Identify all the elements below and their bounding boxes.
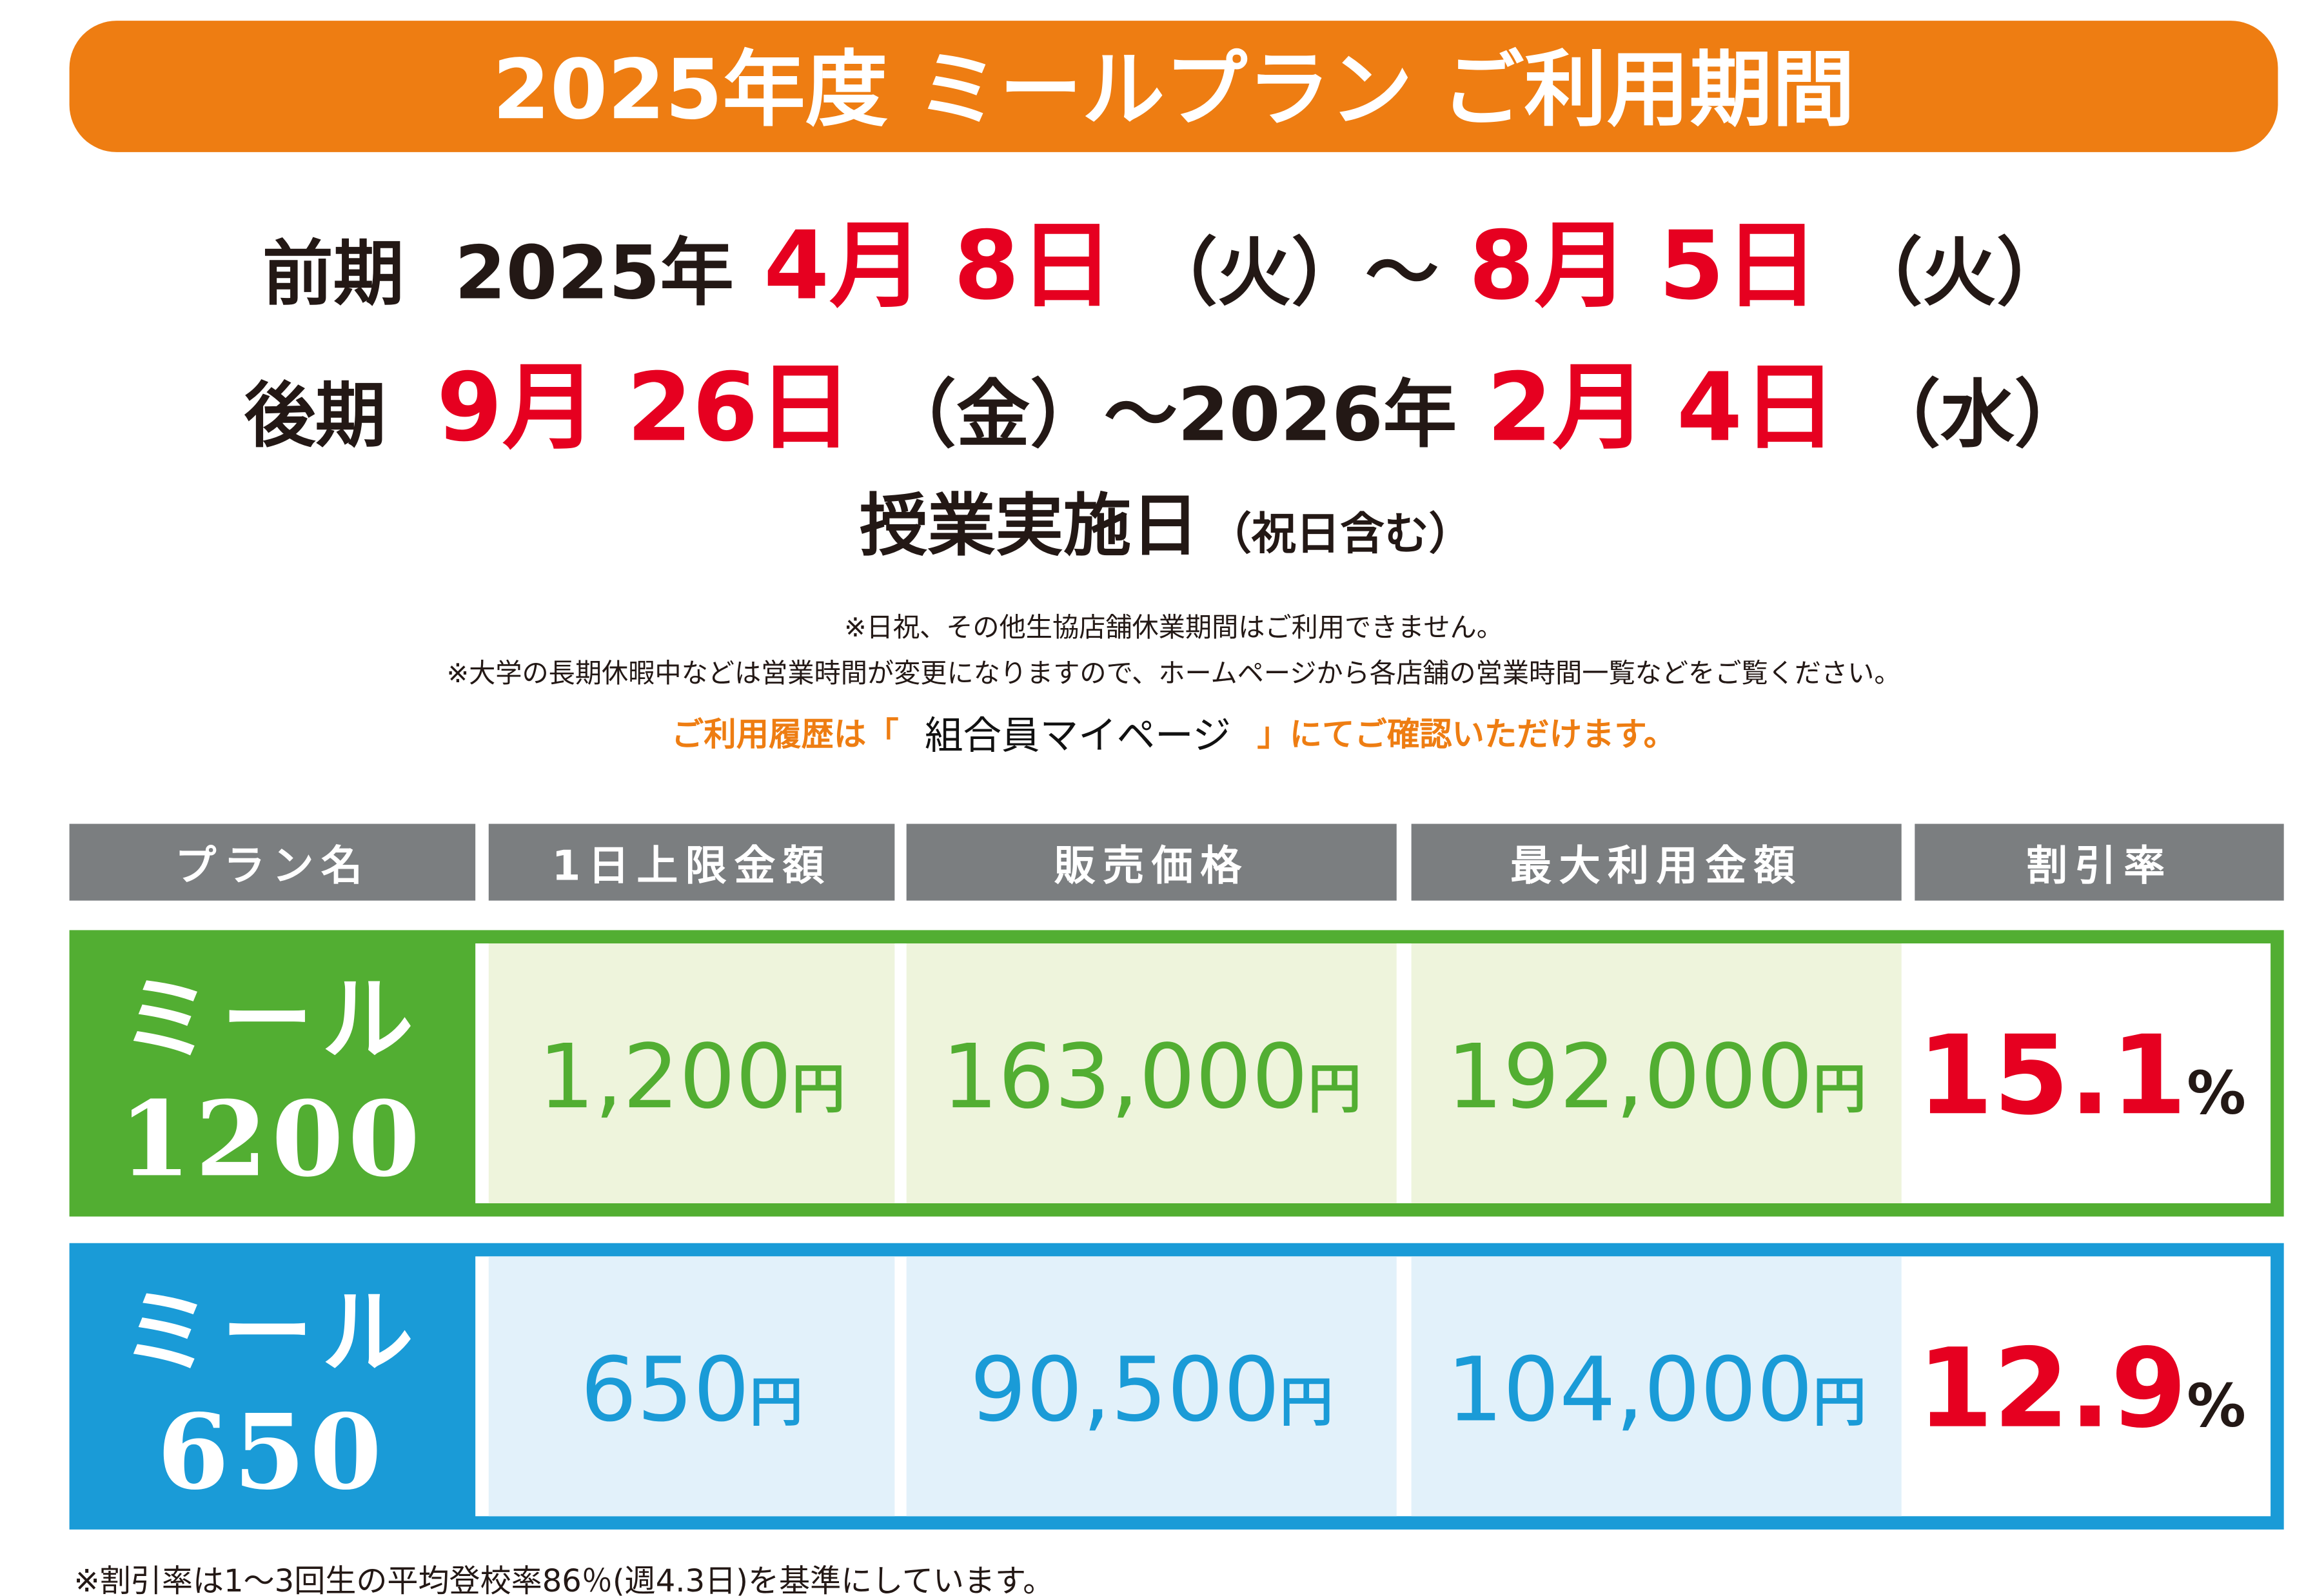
history-text: ご利用履歴は「 [671,715,899,753]
period-label: 前期 [262,233,404,315]
unit: 円 [1813,1372,1866,1433]
header-label: 販売価格 [1054,843,1249,891]
plan-name: ミール [121,1279,422,1386]
period-label: 後期 [244,374,386,457]
header-label: 割引率 [2026,843,2173,891]
history-note: ご利用履歴は「 組合員マイページ 」にてご確認いただけます。 [671,714,1676,758]
value-cell [906,943,1397,1203]
value: 650円 [580,1338,803,1441]
period-text: （火）～ [1144,230,1439,316]
amount: 1,200 [538,1025,792,1128]
value-cell [1411,943,1902,1203]
period-date: 4月 [764,211,923,321]
amount: 104,000 [1446,1338,1813,1441]
header-label: プラン名 [175,843,370,891]
value-cell [488,1256,895,1517]
period-second: 後期 9月 26日 （金）～2026年 2月 4日 （水） [244,352,2088,462]
discount-value: 15.1 [1917,1012,2187,1139]
plan-code: 650 [157,1392,386,1513]
value: 104,000円 [1446,1338,1866,1441]
title: 2025年度 ミールプラン ご利用期間 [493,42,1855,138]
plan-code: 1200 [119,1078,424,1199]
amount: 163,000 [941,1025,1308,1128]
unit: 円 [1308,1059,1361,1120]
amount: 192,000 [1446,1025,1813,1128]
value-cell [1411,1256,1902,1517]
unit: 円 [1813,1059,1866,1120]
period-first: 前期 2025年 4月 8日 （火）～ 8月 5日 （火） [262,211,2070,321]
header-cell [906,823,1397,901]
discount: 12.9% [1917,1325,2246,1452]
discount-value: 12.9 [1917,1325,2187,1452]
value-cell [906,1256,1397,1517]
note: ※日祝、その他生協店舗休業期間はご利用できません。 [844,612,1503,643]
period-text: （水） [1867,371,2088,457]
unit: 円 [792,1059,845,1120]
value: 192,000円 [1446,1025,1866,1128]
header-cell [69,823,476,901]
period-text: （火） [1849,230,2070,316]
period-text: （金）～2026年 [882,371,1457,457]
period-date: 2月 [1486,352,1646,462]
value: 163,000円 [941,1025,1361,1128]
header-label: 1日上限金額 [552,843,832,891]
header-cell [1411,823,1902,901]
header-cell [488,823,895,901]
amount: 650 [580,1338,749,1441]
period-date: 9月 [437,352,596,462]
value: 1,200円 [538,1025,845,1128]
history-text: 」にてご確認いただけます。 [1257,715,1676,753]
class-days-note: （祝日含む） [1207,509,1473,560]
header-label: 最大利用金額 [1510,843,1802,891]
mypage-link[interactable]: 組合員マイページ [925,714,1231,758]
period-text: 2025年 [455,230,734,316]
period-date: 8月 [1469,211,1629,321]
discount-unit: % [2187,1372,2246,1441]
value: 90,500円 [970,1338,1333,1441]
period-date: 8日 [954,211,1114,321]
title-banner [69,21,2278,152]
unit: 円 [749,1372,802,1433]
amount: 90,500 [970,1338,1280,1441]
unit: 円 [1280,1372,1333,1433]
discount-unit: % [2187,1058,2246,1127]
footnote: ※割引率は1～3回生の平均登校率86％(週4.3日)を基準にしています。 [74,1563,1054,1596]
discount: 15.1% [1917,1012,2246,1139]
class-days-main: 授業実施日 [860,486,1199,566]
header-cell [1915,823,2284,901]
period-date: 4日 [1677,352,1837,462]
period-date: 5日 [1659,211,1818,321]
period-date: 26日 [627,352,852,462]
class-days: 授業実施日 （祝日含む） [860,486,1473,566]
value-cell [488,943,895,1203]
plan-name: ミール [121,967,422,1073]
note: ※大学の長期休暇中などは営業時間が変更になりますので、ホームページから各店舗の営… [447,658,1901,689]
